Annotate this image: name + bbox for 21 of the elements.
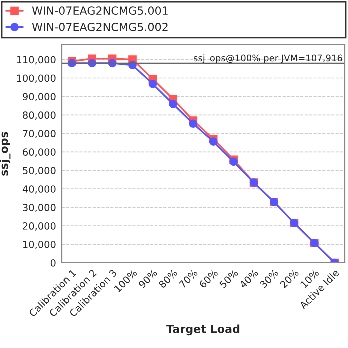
- y-tick-label: 60,000: [23, 148, 56, 157]
- y-tick-label: 10,000: [23, 241, 56, 250]
- y-tick-label: 90,000: [23, 93, 56, 102]
- point: [169, 100, 178, 108]
- y-axis-title: ssj_ops: [0, 132, 11, 176]
- legend-label: WIN-07EAG2NCMG5.001: [32, 6, 168, 16]
- point: [189, 120, 198, 128]
- y-tick-label: 70,000: [23, 130, 56, 138]
- y-tick-label: 100,000: [17, 74, 56, 84]
- point: [148, 80, 158, 88]
- y-tick-label: 20,000: [23, 222, 56, 231]
- y-tick-label: 40,000: [22, 186, 56, 194]
- y-tick-label: 50,000: [23, 167, 56, 176]
- x-axis-title: Target Load: [166, 324, 240, 336]
- point: [209, 138, 218, 146]
- y-tick-label: 110,000: [17, 56, 56, 65]
- y-tick-label: 30,000: [23, 204, 56, 212]
- y-tick-label: 80,000: [23, 112, 56, 120]
- y-tick-label: 0: [50, 259, 56, 267]
- ref-line-label: ssj_ops@100% per JVM=107,916: [194, 54, 342, 64]
- legend-label: WIN-07EAG2NCMG5.002: [32, 22, 168, 32]
